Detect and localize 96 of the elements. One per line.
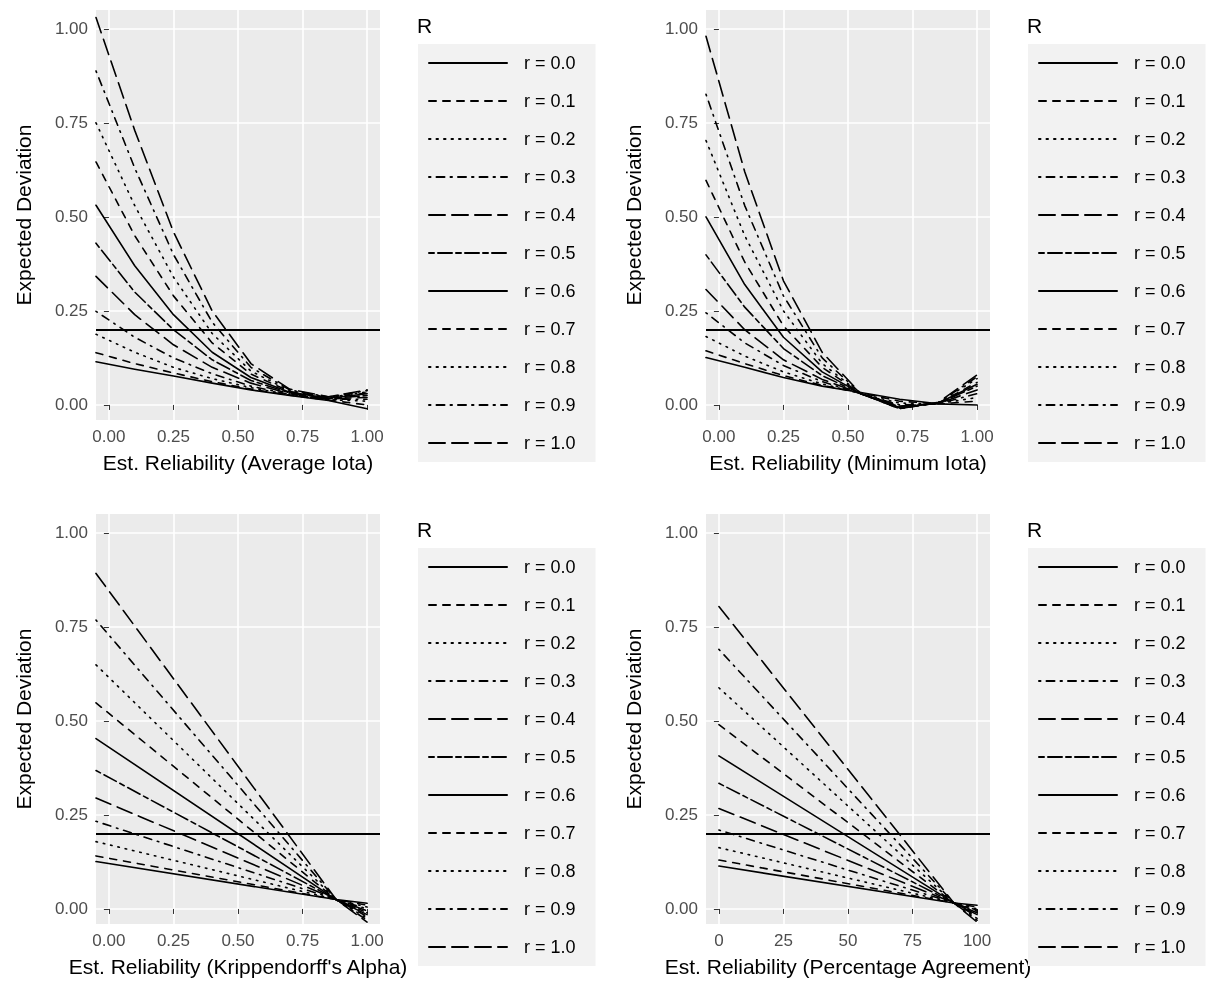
x-axis-title: Est. Reliability (Percentage Agreement) bbox=[664, 955, 1032, 978]
y-tick-label: 0.00 bbox=[664, 899, 698, 919]
legend-label: r = 0.3 bbox=[524, 671, 576, 691]
legend-label: r = 0.5 bbox=[524, 747, 576, 767]
y-tick-label: 0.50 bbox=[54, 711, 88, 731]
legend-title: R bbox=[1027, 14, 1043, 37]
legend-label: r = 0.1 bbox=[1134, 91, 1186, 111]
legend-label: r = 0.7 bbox=[1134, 319, 1186, 339]
x-tick-label: 0.00 bbox=[92, 427, 126, 446]
y-tick-label: 0.25 bbox=[54, 301, 88, 321]
x-tick-label: 0.50 bbox=[221, 427, 255, 446]
y-tick-label: 0.25 bbox=[664, 301, 698, 321]
legend-label: r = 0.9 bbox=[1134, 899, 1186, 919]
x-axis-title: Est. Reliability (Krippendorff's Alpha) bbox=[68, 955, 408, 978]
x-tick-label: 0.00 bbox=[92, 931, 126, 950]
y-tick-label: 0.00 bbox=[54, 395, 88, 415]
y-tick-label: 1.00 bbox=[664, 523, 698, 543]
legend-label: r = 0.1 bbox=[524, 595, 576, 615]
legend-title: R bbox=[417, 518, 433, 541]
legend-title: R bbox=[1027, 518, 1043, 541]
legend-label: r = 0.3 bbox=[524, 167, 576, 187]
legend-label: r = 0.3 bbox=[1134, 671, 1186, 691]
y-tick-label: 0.75 bbox=[54, 617, 88, 637]
legend-label: r = 0.7 bbox=[524, 823, 576, 843]
y-tick-label: 0.75 bbox=[664, 113, 698, 133]
x-tick-label: 0.00 bbox=[702, 427, 736, 446]
legend-label: r = 0.2 bbox=[524, 129, 576, 149]
y-tick-label: 0.75 bbox=[54, 113, 88, 133]
x-tick-label: 1.00 bbox=[350, 427, 384, 446]
legend-title: R bbox=[417, 14, 433, 37]
x-tick-label: 25 bbox=[773, 931, 793, 950]
x-axis-title: Est. Reliability (Average Iota) bbox=[102, 451, 374, 474]
legend-label: r = 0.2 bbox=[524, 633, 576, 653]
legend-label: r = 0.5 bbox=[1134, 243, 1186, 263]
y-tick-label: 0.00 bbox=[54, 899, 88, 919]
y-tick-label: 0.25 bbox=[54, 805, 88, 825]
x-tick-label: 0 bbox=[714, 931, 724, 950]
x-tick-label: 0.50 bbox=[831, 427, 865, 446]
x-tick-label: 0.25 bbox=[156, 931, 190, 950]
x-tick-label: 0.50 bbox=[221, 931, 255, 950]
legend-label: r = 0.0 bbox=[1134, 557, 1186, 577]
x-tick-label: 0.75 bbox=[896, 427, 930, 446]
y-tick-label: 0.00 bbox=[664, 395, 698, 415]
legend-label: r = 0.8 bbox=[524, 861, 576, 881]
legend-label: r = 1.0 bbox=[1134, 937, 1186, 957]
y-tick-label: 0.50 bbox=[664, 711, 698, 731]
x-tick-label: 1.00 bbox=[960, 427, 994, 446]
y-tick-label: 0.75 bbox=[664, 617, 698, 637]
legend-label: r = 0.7 bbox=[1134, 823, 1186, 843]
legend-label: r = 0.3 bbox=[1134, 167, 1186, 187]
legend-label: r = 0.0 bbox=[524, 557, 576, 577]
legend-label: r = 0.6 bbox=[524, 281, 576, 301]
y-tick-label: 1.00 bbox=[54, 523, 88, 543]
legend-label: r = 0.0 bbox=[524, 53, 576, 73]
legend-label: r = 0.8 bbox=[1134, 861, 1186, 881]
legend-label: r = 0.9 bbox=[1134, 395, 1186, 415]
legend-label: r = 0.8 bbox=[524, 357, 576, 377]
legend-label: r = 1.0 bbox=[1134, 433, 1186, 453]
legend-label: r = 0.5 bbox=[1134, 747, 1186, 767]
legend-label: r = 0.4 bbox=[524, 205, 576, 225]
legend-label: r = 0.4 bbox=[1134, 709, 1186, 729]
legend-label: r = 1.0 bbox=[524, 937, 576, 957]
y-tick-label: 0.25 bbox=[664, 805, 698, 825]
legend-label: r = 0.1 bbox=[524, 91, 576, 111]
legend-label: r = 1.0 bbox=[524, 433, 576, 453]
x-tick-label: 0.75 bbox=[286, 427, 320, 446]
legend-label: r = 0.5 bbox=[524, 243, 576, 263]
x-tick-label: 75 bbox=[903, 931, 923, 950]
legend-label: r = 0.6 bbox=[1134, 281, 1186, 301]
x-axis-title: Est. Reliability (Minimum Iota) bbox=[709, 451, 987, 474]
legend-label: r = 0.8 bbox=[1134, 357, 1186, 377]
x-tick-label: 0.25 bbox=[766, 427, 800, 446]
y-axis-title: Expected Deviation bbox=[622, 628, 645, 810]
x-tick-label: 0.25 bbox=[156, 427, 190, 446]
legend-label: r = 0.4 bbox=[1134, 205, 1186, 225]
legend-label: r = 0.6 bbox=[1134, 785, 1186, 805]
y-tick-label: 1.00 bbox=[54, 19, 88, 39]
legend-label: r = 0.2 bbox=[1134, 129, 1186, 149]
legend-label: r = 0.7 bbox=[524, 319, 576, 339]
x-tick-label: 50 bbox=[838, 931, 858, 950]
legend-label: r = 0.1 bbox=[1134, 595, 1186, 615]
x-tick-label: 100 bbox=[962, 931, 992, 950]
y-axis-title: Expected Deviation bbox=[12, 124, 35, 306]
legend-label: r = 0.9 bbox=[524, 395, 576, 415]
y-tick-label: 0.50 bbox=[664, 207, 698, 227]
y-tick-label: 1.00 bbox=[664, 19, 698, 39]
legend-label: r = 0.4 bbox=[524, 709, 576, 729]
legend-label: r = 0.9 bbox=[524, 899, 576, 919]
x-tick-label: 1.00 bbox=[350, 931, 384, 950]
legend-label: r = 0.0 bbox=[1134, 53, 1186, 73]
y-axis-title: Expected Deviation bbox=[12, 628, 35, 810]
y-axis-title: Expected Deviation bbox=[622, 124, 645, 306]
x-tick-label: 0.75 bbox=[286, 931, 320, 950]
legend-label: r = 0.6 bbox=[524, 785, 576, 805]
legend-label: r = 0.2 bbox=[1134, 633, 1186, 653]
y-tick-label: 0.50 bbox=[54, 207, 88, 227]
